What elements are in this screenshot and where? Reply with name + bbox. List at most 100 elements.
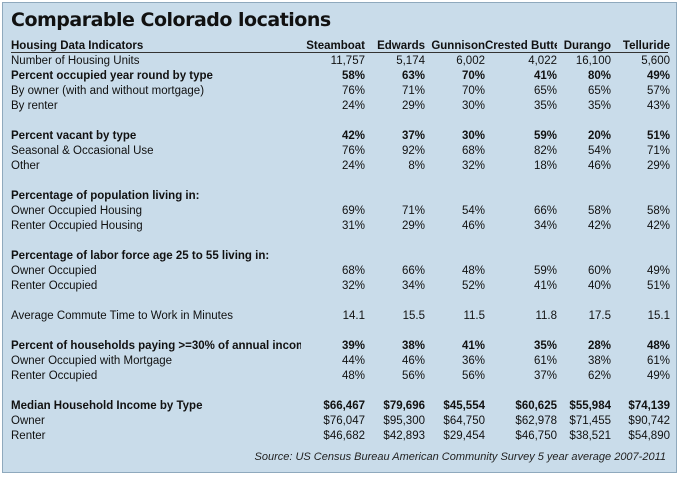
cell-telluride: 71% (646, 145, 670, 157)
cell-telluride: 57% (646, 85, 670, 97)
table-row: Renter Occupied Housing 31% 29% 46% 34% 42% 42… (11, 219, 670, 234)
cell-gunnison: 70% (461, 85, 485, 97)
cell-durango (557, 249, 611, 264)
cell-gunnison: 30% (461, 130, 485, 142)
spacer-row (11, 384, 670, 399)
cell-steamboat: 58% (341, 70, 365, 82)
cell-durango: 16,100 (575, 55, 611, 67)
table-header-row: Housing Data Indicators Steamboat Edward… (11, 39, 670, 54)
cell-steamboat: 76% (341, 145, 365, 157)
cell-durango: 46% (587, 160, 611, 172)
row-label: Other (11, 160, 40, 172)
spacer-cell (11, 324, 670, 339)
row-label: Percentage of labor force age 25 to 55 l… (11, 250, 270, 262)
row-label: Owner Occupied (11, 265, 97, 277)
cell-crested-butte: $46,750 (515, 430, 557, 442)
cell-edwards (365, 189, 425, 204)
table-row: Number of Housing Units 11,757 5,174 6,002 4… (11, 54, 670, 69)
cell-telluride: $74,139 (628, 400, 670, 412)
cell-edwards: 92% (401, 145, 425, 157)
spacer-cell (11, 384, 670, 399)
spacer-row (11, 174, 670, 189)
row-label: Owner (11, 415, 45, 427)
cell-crested-butte (485, 249, 557, 264)
spacer-cell (11, 174, 670, 189)
cell-steamboat: 24% (341, 160, 365, 172)
cell-telluride: 61% (646, 355, 670, 367)
spacer-cell (11, 234, 670, 249)
row-label: Percent vacant by type (11, 130, 137, 142)
cell-steamboat (301, 189, 365, 204)
cell-gunnison: 30% (461, 100, 485, 112)
cell-crested-butte: 35% (533, 100, 557, 112)
cell-telluride: 48% (646, 340, 670, 352)
cell-telluride: 49% (646, 70, 670, 82)
table-row: Percentage of population living in: (11, 189, 670, 204)
column-header-durango: Durango (563, 40, 611, 52)
table-row: Average Commute Time to Work in Minutes 1… (11, 309, 670, 324)
cell-crested-butte: $62,978 (515, 415, 557, 427)
table-row: By renter 24% 29% 30% 35% 35% 43% (11, 99, 670, 114)
cell-gunnison: 36% (461, 355, 485, 367)
housing-data-table: Housing Data Indicators Steamboat Edward… (11, 39, 670, 444)
cell-durango: 35% (587, 100, 611, 112)
cell-telluride: 49% (646, 370, 670, 382)
cell-edwards: $95,300 (383, 415, 425, 427)
cell-gunnison: 70% (461, 70, 485, 82)
cell-crested-butte: 35% (533, 340, 557, 352)
table-row: Percentage of labor force age 25 to 55 l… (11, 249, 670, 264)
cell-telluride: 51% (646, 280, 670, 292)
cell-durango: 54% (587, 145, 611, 157)
cell-crested-butte: 11.8 (535, 310, 557, 322)
cell-telluride: $54,890 (628, 430, 670, 442)
cell-durango: 60% (587, 265, 611, 277)
cell-steamboat: 48% (341, 370, 365, 382)
cell-steamboat: 42% (341, 130, 365, 142)
cell-edwards: $42,893 (383, 430, 425, 442)
row-label: Renter Occupied (11, 280, 98, 292)
cell-gunnison: 46% (461, 220, 485, 232)
cell-durango: 42% (587, 220, 611, 232)
row-label: Percentage of population living in: (11, 190, 200, 202)
cell-durango: 40% (587, 280, 611, 292)
table-row: Renter $46,682 $42,893 $29,454 $46,750 $38,52… (11, 429, 670, 444)
cell-durango: 65% (587, 85, 611, 97)
cell-steamboat: 69% (341, 205, 365, 217)
cell-crested-butte: 65% (533, 85, 557, 97)
cell-telluride: 49% (646, 265, 670, 277)
cell-crested-butte: 66% (533, 205, 557, 217)
cell-durango: 58% (587, 205, 611, 217)
cell-gunnison: 6,002 (456, 55, 485, 67)
cell-steamboat: 31% (341, 220, 365, 232)
table-row: Percent of households paying >=30% of an… (11, 339, 670, 354)
cell-gunnison: $29,454 (443, 430, 485, 442)
cell-telluride: 43% (646, 100, 670, 112)
table-row: Seasonal & Occasional Use 76% 92% 68% 82% 54%… (11, 144, 670, 159)
cell-telluride: $90,742 (628, 415, 670, 427)
cell-crested-butte: 18% (533, 160, 557, 172)
row-label: Percent occupied year round by type (11, 70, 213, 82)
cell-edwards: 56% (401, 370, 425, 382)
indicator-column-header: Housing Data Indicators (11, 40, 144, 52)
cell-steamboat: 24% (341, 100, 365, 112)
cell-edwards: 37% (401, 130, 425, 142)
row-label: Seasonal & Occasional Use (11, 145, 154, 157)
row-label: Median Household Income by Type (11, 400, 203, 412)
row-label: Owner Occupied with Mortgage (11, 355, 173, 367)
cell-steamboat: 39% (341, 340, 365, 352)
header-underline (11, 52, 668, 53)
cell-steamboat: 76% (341, 85, 365, 97)
cell-crested-butte: 34% (533, 220, 557, 232)
table-row: Renter Occupied 48% 56% 56% 37% 62% 49% (11, 369, 670, 384)
table-row: Owner Occupied with Mortgage 44% 46% 36% 61%… (11, 354, 670, 369)
cell-edwards: 38% (401, 340, 425, 352)
spacer-row (11, 294, 670, 309)
cell-crested-butte (485, 189, 557, 204)
row-label: Renter Occupied (11, 370, 98, 382)
spacer-row (11, 324, 670, 339)
cell-gunnison: $45,554 (443, 400, 485, 412)
cell-gunnison: 48% (461, 265, 485, 277)
cell-telluride: 58% (646, 205, 670, 217)
cell-telluride: 29% (646, 160, 670, 172)
cell-telluride: 42% (646, 220, 670, 232)
